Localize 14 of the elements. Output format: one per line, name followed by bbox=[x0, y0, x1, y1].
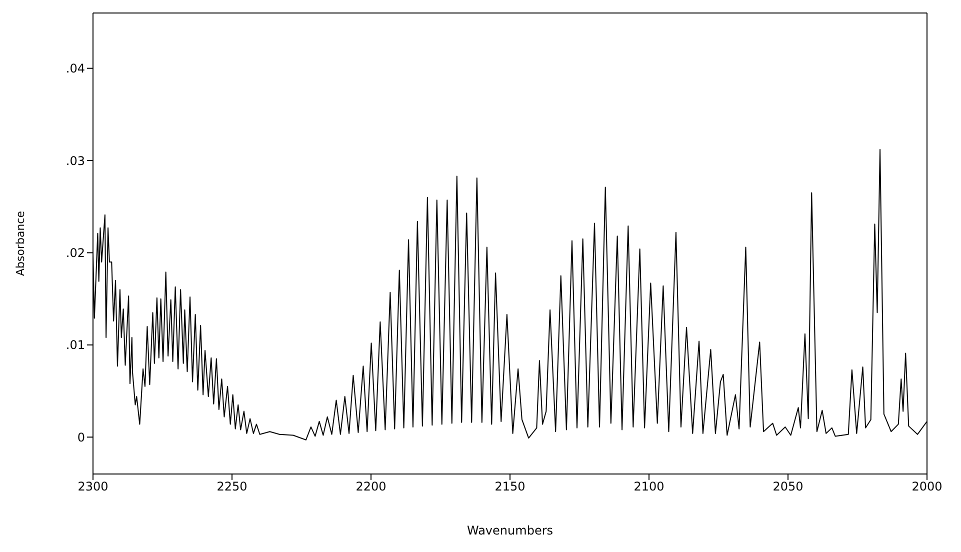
y-tick-label: .02 bbox=[66, 246, 85, 260]
y-axis-title: Absorbance bbox=[14, 210, 27, 276]
x-tick-label: 2000 bbox=[912, 480, 942, 494]
y-tick-label: .01 bbox=[66, 338, 85, 352]
x-tick-label: 2150 bbox=[494, 480, 526, 494]
x-tick-label: 2100 bbox=[634, 480, 664, 494]
y-tick-label: 0 bbox=[77, 430, 85, 444]
x-tick-label: 2300 bbox=[78, 480, 108, 494]
x-tick-label: 2200 bbox=[356, 480, 386, 494]
y-tick-label: .03 bbox=[66, 154, 85, 168]
x-axis-title: Wavenumbers bbox=[466, 524, 554, 538]
x-tick-label: 2250 bbox=[216, 480, 248, 494]
y-tick-label: .04 bbox=[66, 62, 85, 76]
x-tick-label: 2050 bbox=[772, 480, 804, 494]
